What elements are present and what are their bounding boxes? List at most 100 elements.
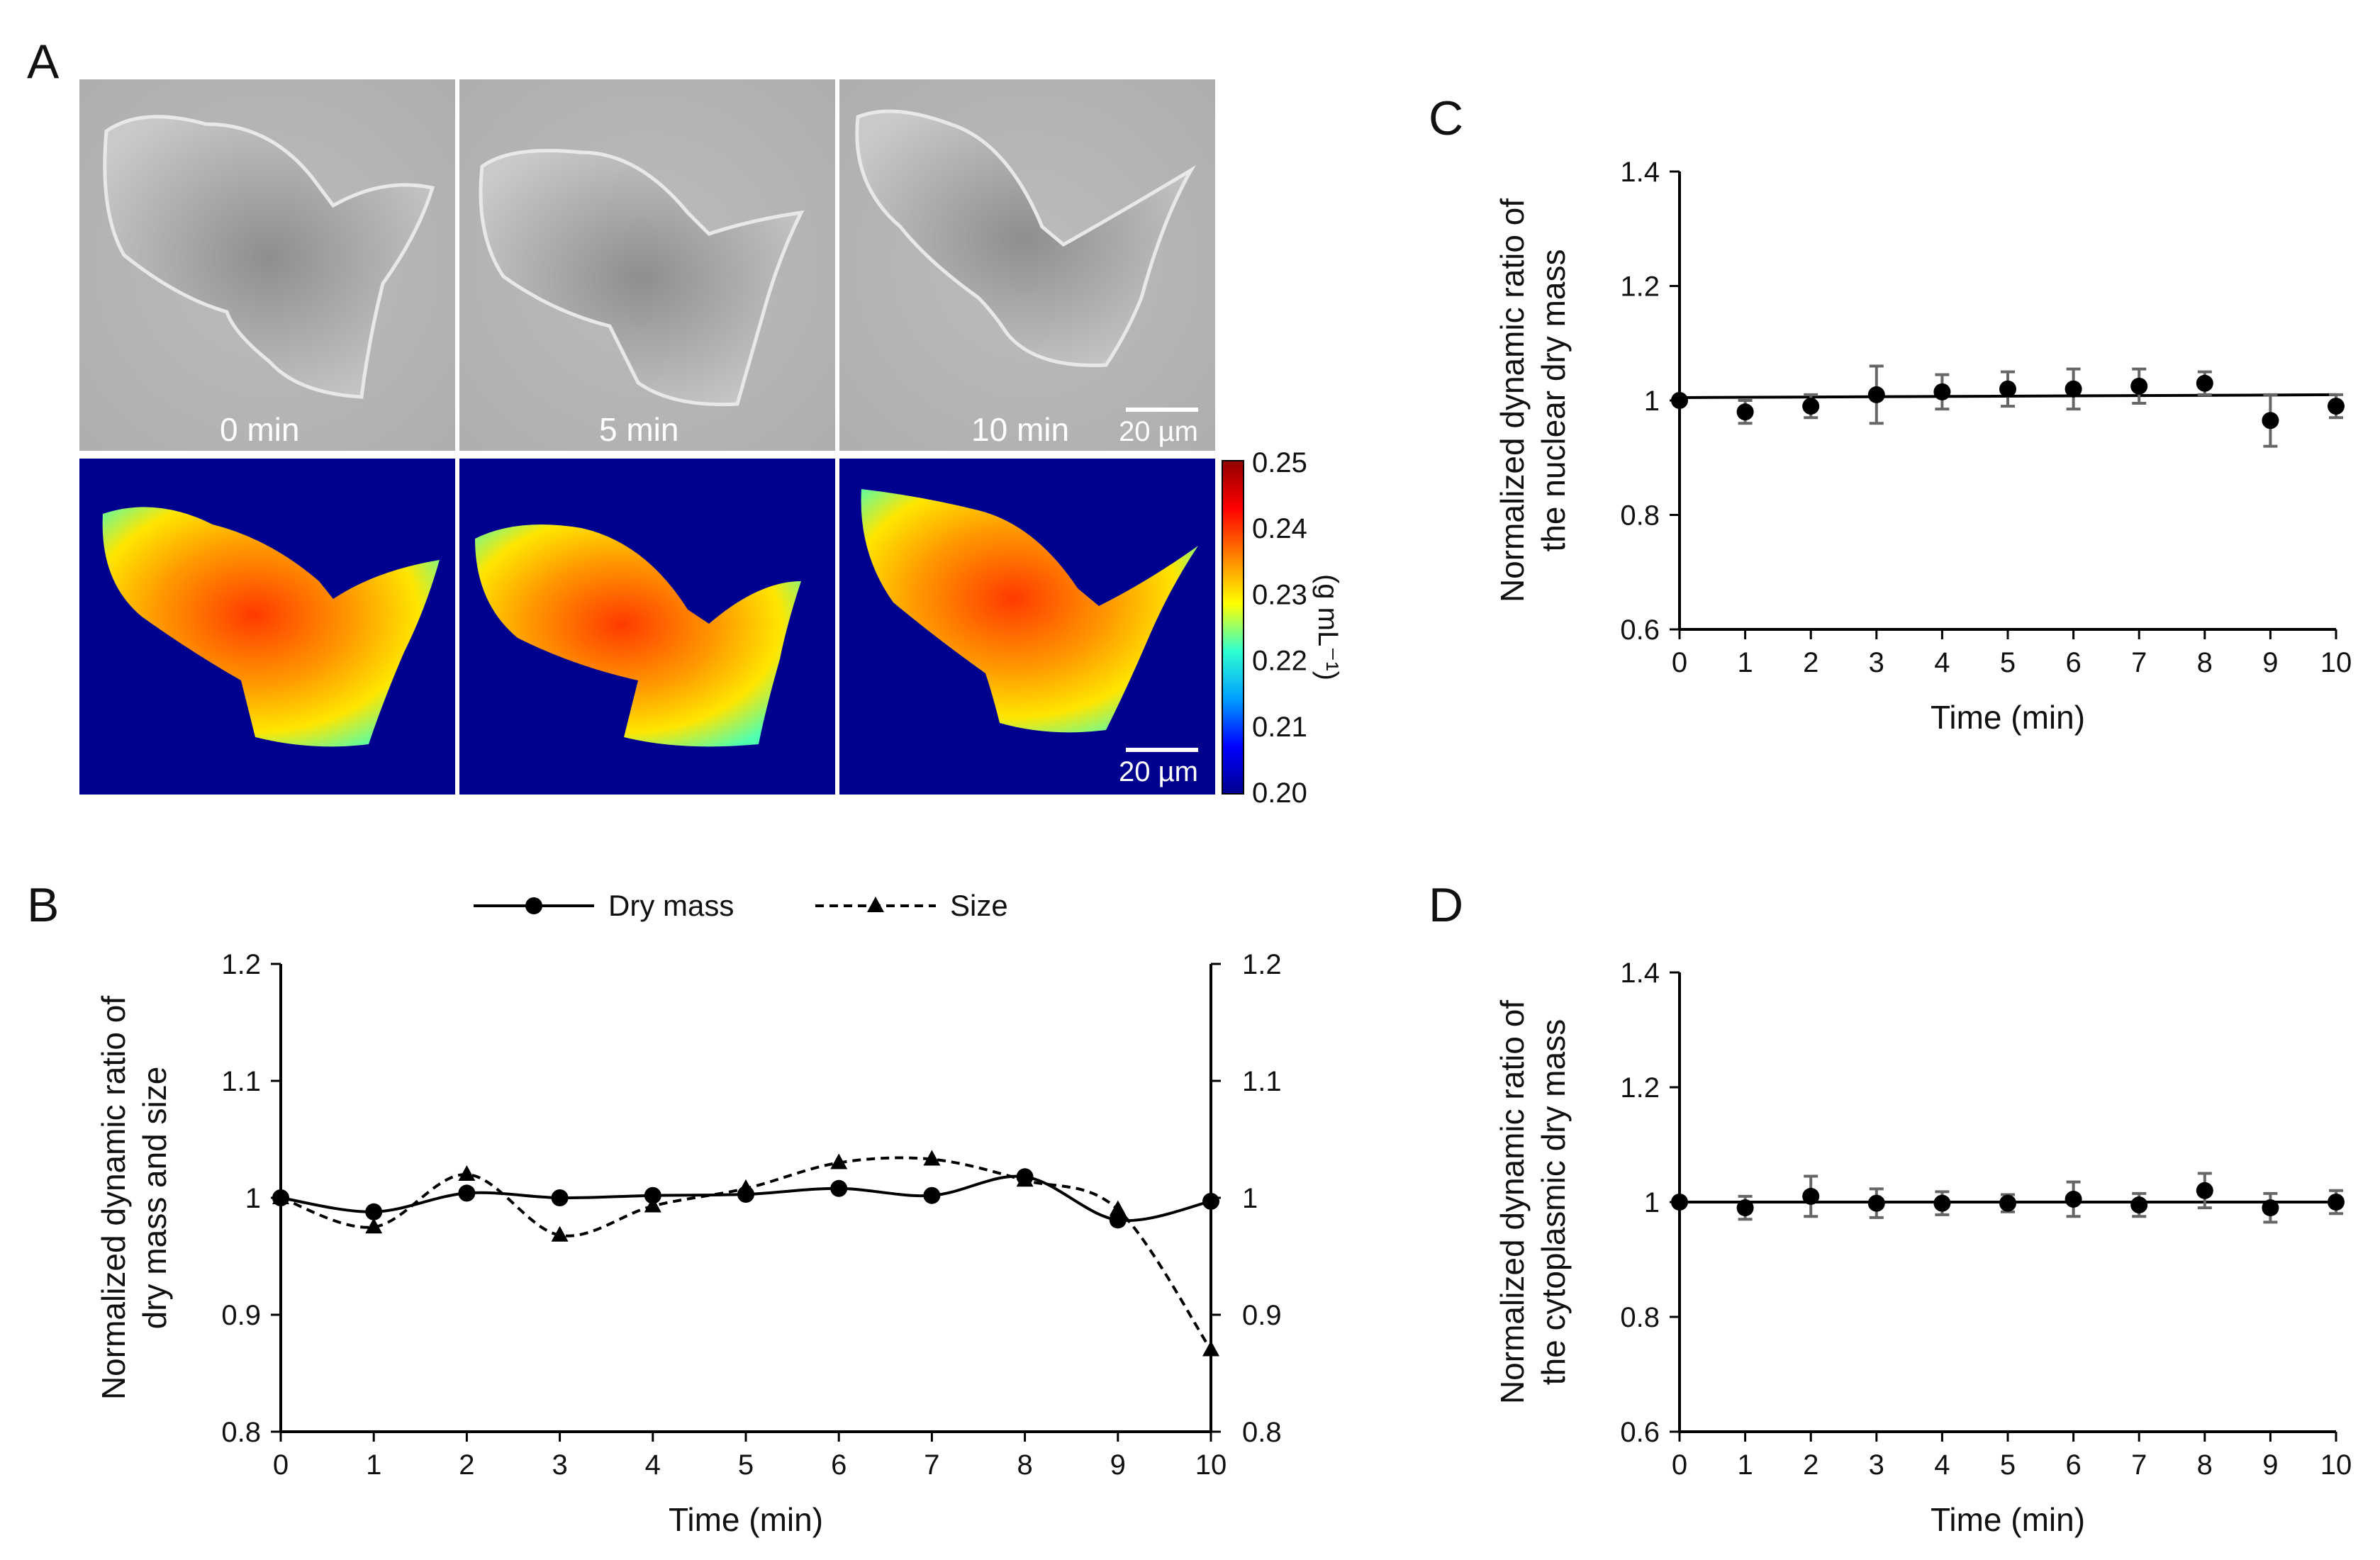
y-tick-label: 0.8	[221, 1417, 261, 1448]
x-tick-label: 7	[924, 1449, 939, 1481]
x-tick-label: 7	[2131, 647, 2147, 678]
x-tick-label: 3	[1869, 647, 1884, 678]
colorbar-unit: (g mL⁻¹)	[1312, 574, 1343, 680]
y-axis-title: Normalized dynamic ratio of	[95, 996, 132, 1400]
colorbar-tick-label: 0.22	[1252, 646, 1307, 677]
data-point-size	[737, 1179, 754, 1195]
data-point	[1802, 398, 1820, 415]
x-tick-label: 7	[2131, 1449, 2147, 1481]
density-map-5min	[459, 459, 835, 795]
x-tick-label: 3	[552, 1449, 567, 1481]
y-tick-label: 0.9	[221, 1300, 261, 1331]
x-tick-label: 4	[1934, 647, 1950, 678]
data-point-size	[1202, 1340, 1219, 1357]
x-tick-label: 0	[1672, 647, 1687, 678]
x-tick-label: 8	[1017, 1449, 1032, 1481]
time-label-10min: 10 min	[971, 411, 1069, 448]
scalebar-label-bottom: 20 µm	[1119, 756, 1198, 787]
data-point	[1736, 1199, 1754, 1217]
y-tick-label: 1.1	[221, 1066, 261, 1097]
x-tick-label: 2	[1803, 1449, 1818, 1481]
phase-image-10min: 10 min 20 µm	[839, 79, 1215, 451]
y-tick-label: 1	[1644, 386, 1660, 417]
data-point-dry-mass	[1202, 1192, 1219, 1210]
y-tick-label: 1	[245, 1183, 261, 1214]
data-point-size	[272, 1189, 289, 1204]
legend-marker	[525, 897, 542, 914]
legend-marker	[867, 897, 884, 912]
data-point	[2196, 1182, 2213, 1199]
x-tick-label: 6	[2065, 647, 2081, 678]
y-tick-label: 1	[1644, 1187, 1660, 1218]
panel-letter-c: C	[1429, 91, 1463, 145]
data-point	[2328, 398, 2345, 415]
x-tick-label: 6	[831, 1449, 847, 1481]
data-point-size	[365, 1218, 383, 1234]
legend: Dry mass Size	[474, 889, 1008, 922]
data-point-size	[923, 1150, 941, 1166]
x-axis-title: Time (min)	[1931, 1501, 2085, 1538]
x-tick-label: 9	[2262, 1449, 2278, 1481]
data-point-size	[830, 1153, 848, 1169]
y-tick-label: 1.2	[221, 949, 261, 980]
data-point-dry-mass	[644, 1186, 661, 1204]
y-tick-label: 1.4	[1620, 958, 1660, 989]
data-point	[1802, 1187, 1820, 1205]
x-tick-label: 8	[2197, 647, 2213, 678]
y-tick-label: 1.2	[1620, 1072, 1660, 1104]
x-tick-label: 10	[1195, 1449, 1227, 1481]
colorbar-tick-label: 0.21	[1252, 712, 1307, 743]
data-point	[1999, 1194, 2016, 1212]
data-point-size	[1109, 1200, 1127, 1216]
x-tick-label: 10	[2320, 647, 2352, 678]
legend-label: Dry mass	[608, 889, 734, 922]
colorbar: 0.25 0.24 0.23 0.22 0.21 0.20 (g mL⁻¹)	[1222, 447, 1343, 809]
chart-c: 0.6 0.8 1 1.2 1.4 0 1 2 3 4 5 6 7 8 9 10 Time (min) Norma…	[1494, 157, 2352, 736]
data-point-size	[458, 1165, 476, 1181]
y-tick-label-right: 0.9	[1242, 1300, 1282, 1331]
colorbar-tick-label: 0.25	[1252, 447, 1307, 478]
density-map-0min	[79, 459, 455, 795]
colorbar-ticks: 0.25 0.24 0.23 0.22 0.21 0.20	[1252, 447, 1307, 809]
data-point-size	[551, 1225, 569, 1242]
x-tick-label: 1	[1737, 1449, 1753, 1481]
phase-image-0min: 0 min	[79, 79, 455, 451]
data-point-dry-mass	[551, 1189, 569, 1206]
x-axis-title: Time (min)	[669, 1501, 823, 1538]
panel-a-micrographs: 0 min 5 min 10 min 20 µm 20 µm	[79, 79, 1343, 809]
colorbar-tick-label: 0.20	[1252, 778, 1307, 809]
data-point	[2065, 380, 2082, 398]
x-tick-label: 5	[2000, 647, 2016, 678]
x-tick-label: 4	[645, 1449, 661, 1481]
data-point-size	[1016, 1171, 1034, 1187]
x-tick-label: 6	[2065, 1449, 2081, 1481]
chart-d: 0.6 0.8 1 1.2 1.4 0 1 2 3 4 5 6 7 8 9 10 Time (min) Norma…	[1494, 958, 2352, 1538]
y-tick-label-right: 1	[1242, 1183, 1258, 1214]
data-point	[1933, 383, 1951, 400]
data-point-dry-mass	[830, 1179, 848, 1197]
x-tick-label: 3	[1869, 1449, 1884, 1481]
data-point-dry-mass	[365, 1203, 383, 1220]
x-axis-title: Time (min)	[1931, 699, 2085, 736]
data-point	[2130, 377, 2148, 395]
x-tick-label: 1	[366, 1449, 381, 1481]
y-tick-label-right: 1.1	[1242, 1066, 1282, 1097]
x-tick-label: 5	[2000, 1449, 2016, 1481]
data-point	[2262, 412, 2279, 430]
data-point-size	[644, 1196, 661, 1213]
x-tick-label: 2	[459, 1449, 474, 1481]
x-tick-label: 9	[2262, 647, 2278, 678]
y-tick-label: 0.6	[1620, 1417, 1660, 1448]
y-axis-title: dry mass and size	[136, 1067, 173, 1330]
data-point	[1933, 1194, 1951, 1212]
y-tick-label: 1.2	[1620, 271, 1660, 303]
data-point	[1867, 386, 1885, 403]
data-point	[1999, 380, 2016, 398]
data-point	[1736, 403, 1754, 421]
x-tick-label: 5	[738, 1449, 754, 1481]
y-axis-title: Normalized dynamic ratio of	[1494, 1000, 1531, 1404]
data-point	[2328, 1194, 2345, 1211]
y-tick-label: 0.8	[1620, 1302, 1660, 1333]
data-point	[2065, 1190, 2082, 1208]
